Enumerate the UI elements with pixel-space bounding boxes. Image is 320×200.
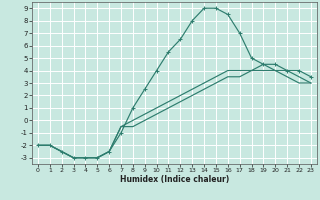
X-axis label: Humidex (Indice chaleur): Humidex (Indice chaleur) xyxy=(120,175,229,184)
